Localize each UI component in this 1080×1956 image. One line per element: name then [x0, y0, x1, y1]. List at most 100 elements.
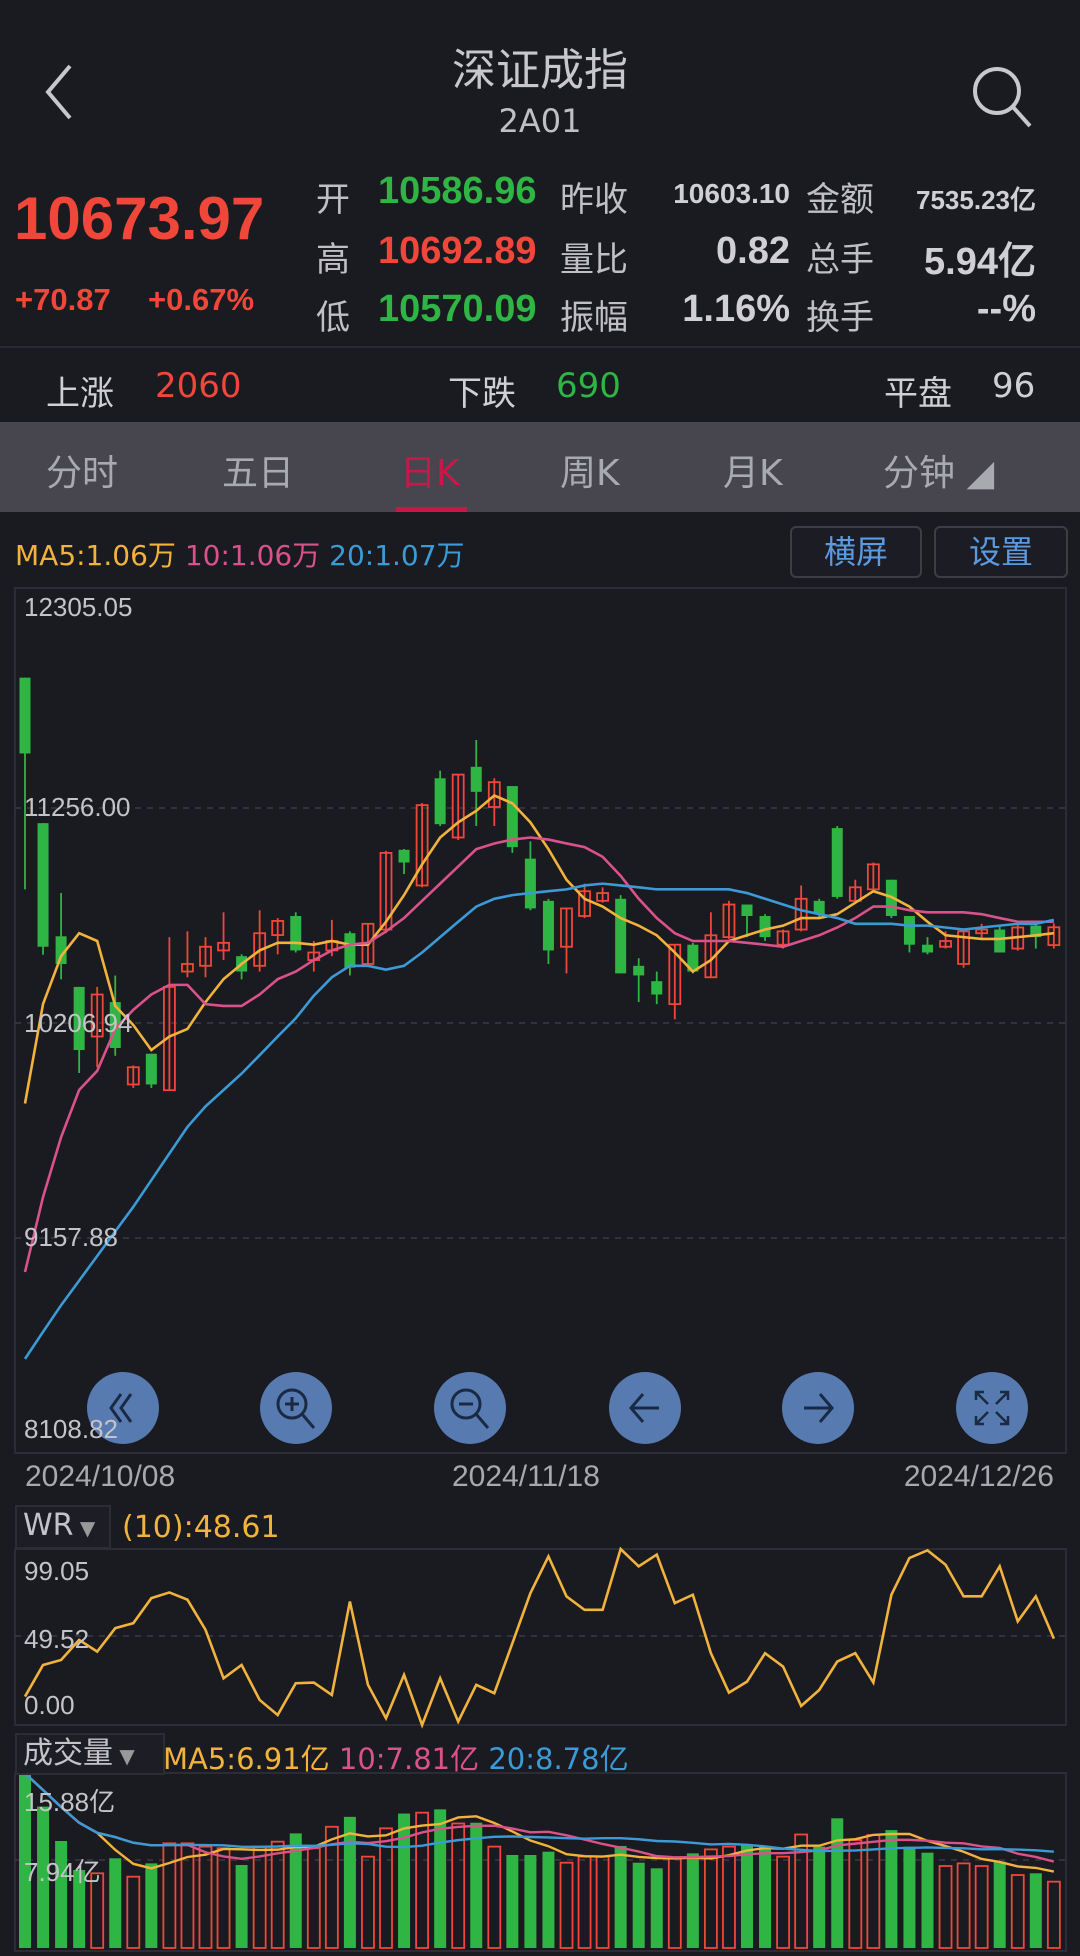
volume-bar — [470, 1822, 483, 1948]
volume-bar — [487, 1845, 502, 1949]
candle — [542, 898, 554, 964]
volume-bar — [722, 1845, 736, 1949]
candle-body — [615, 898, 627, 974]
candle — [831, 826, 843, 899]
candle-body — [687, 944, 699, 972]
wr-y-tick: 0.00 — [24, 1690, 75, 1720]
volume-bar — [324, 1825, 339, 1949]
candle — [415, 803, 429, 888]
unchanged-count: 96 — [992, 366, 1036, 406]
settings-button[interactable]: 设置 — [934, 526, 1068, 578]
volume-bar — [524, 1854, 537, 1948]
volume-ratio-value: 0.82 — [716, 230, 790, 272]
ma10-legend: 10:1.06万 — [184, 539, 321, 572]
search-button[interactable] — [970, 64, 1034, 128]
zoom-in-button[interactable] — [260, 1372, 332, 1444]
y-tick: 12305.05 — [24, 592, 133, 622]
candle-body — [379, 851, 393, 931]
candle — [109, 975, 121, 1056]
candle-body — [866, 863, 880, 891]
turnover-label: 换手 — [806, 298, 874, 338]
volume-bar — [993, 1861, 1006, 1948]
volume-bar — [37, 1806, 50, 1948]
decliners-label: 下跌 — [448, 374, 516, 414]
candle-body — [1030, 925, 1042, 938]
candle-body — [759, 916, 771, 938]
candle — [90, 986, 104, 1068]
candle-body — [109, 1002, 121, 1048]
volume-bar — [306, 1847, 321, 1949]
volume-bar — [831, 1818, 844, 1948]
volume-bar — [398, 1813, 411, 1948]
volume-bar — [848, 1839, 863, 1949]
tab-intraday[interactable]: 分时 — [46, 453, 119, 494]
tab-five-day[interactable]: 五日 — [222, 453, 295, 494]
candle — [162, 937, 176, 1092]
candle — [271, 918, 285, 955]
candle — [759, 914, 771, 942]
volume-y-tick: 15.88亿 — [24, 1787, 116, 1817]
volume-bar — [379, 1827, 393, 1949]
candle-body — [560, 907, 573, 948]
candle — [253, 910, 267, 972]
volume-bar — [270, 1840, 285, 1949]
tab-minute[interactable]: 分钟 ◢ — [883, 453, 995, 494]
amplitude-value: 1.16% — [682, 288, 790, 330]
volume-bar — [776, 1855, 790, 1949]
candle — [290, 912, 302, 953]
candle — [651, 971, 663, 1005]
volume-bar — [1010, 1874, 1025, 1949]
candle — [524, 841, 536, 911]
rewind-button[interactable] — [87, 1372, 159, 1444]
tab-weekly-k[interactable]: 周K — [560, 453, 620, 494]
volume-ma-line-10 — [24, 1772, 1055, 1863]
candle — [73, 986, 85, 1073]
ma-line-ma5 — [23, 793, 1054, 1104]
wr-panel-frame — [14, 1548, 1067, 1726]
candle — [615, 895, 627, 974]
indicator-name: 成交量 — [23, 1736, 113, 1771]
y-tick: 11256.00 — [24, 792, 131, 822]
volume-bar — [126, 1875, 141, 1949]
candle-body — [578, 890, 591, 917]
y-tick: 10206.94 — [24, 1008, 133, 1038]
volume-bar — [667, 1857, 682, 1949]
volume-bar — [73, 1869, 86, 1948]
control-button-bg — [434, 1372, 506, 1444]
arrow-left-button[interactable] — [609, 1372, 681, 1444]
indicator-select-wr[interactable]: WR ▼ — [15, 1505, 111, 1549]
candle-body — [633, 965, 645, 976]
candle — [633, 958, 645, 1003]
candle — [596, 887, 609, 903]
candle-body — [542, 900, 554, 951]
volume-bar — [577, 1855, 592, 1949]
current-price: 10673.97 — [14, 185, 265, 252]
volume-bar — [162, 1842, 177, 1949]
chevron-left-icon — [45, 64, 72, 120]
vol-ma20-legend: 20:8.78亿 — [488, 1742, 629, 1776]
fullscreen-icon — [974, 1390, 1010, 1426]
landscape-button[interactable]: 横屏 — [790, 526, 922, 578]
candle — [19, 677, 31, 890]
total-volume-value: 5.94亿 — [924, 241, 1036, 283]
candle — [506, 786, 518, 853]
zoom-out-button[interactable] — [434, 1372, 506, 1444]
volume-bar — [198, 1845, 213, 1949]
fullscreen-button[interactable] — [956, 1372, 1028, 1444]
volume-bar — [180, 1842, 195, 1949]
tab-daily-k[interactable]: 日K — [400, 453, 460, 494]
total-volume-label: 总手 — [806, 240, 874, 280]
arrow-right-button[interactable] — [782, 1372, 854, 1444]
indicator-select-volume[interactable]: 成交量 ▼ — [15, 1733, 165, 1775]
volume-bar — [343, 1816, 356, 1948]
volume-panel-frame — [14, 1772, 1067, 1952]
candle — [398, 848, 410, 874]
volume-bar — [974, 1865, 989, 1949]
tab-monthly-k[interactable]: 月K — [723, 453, 783, 494]
candle-body — [451, 773, 465, 839]
candle-body — [199, 945, 212, 967]
back-button[interactable] — [40, 62, 80, 122]
candle-body — [415, 804, 429, 887]
volume-bar — [506, 1854, 519, 1948]
